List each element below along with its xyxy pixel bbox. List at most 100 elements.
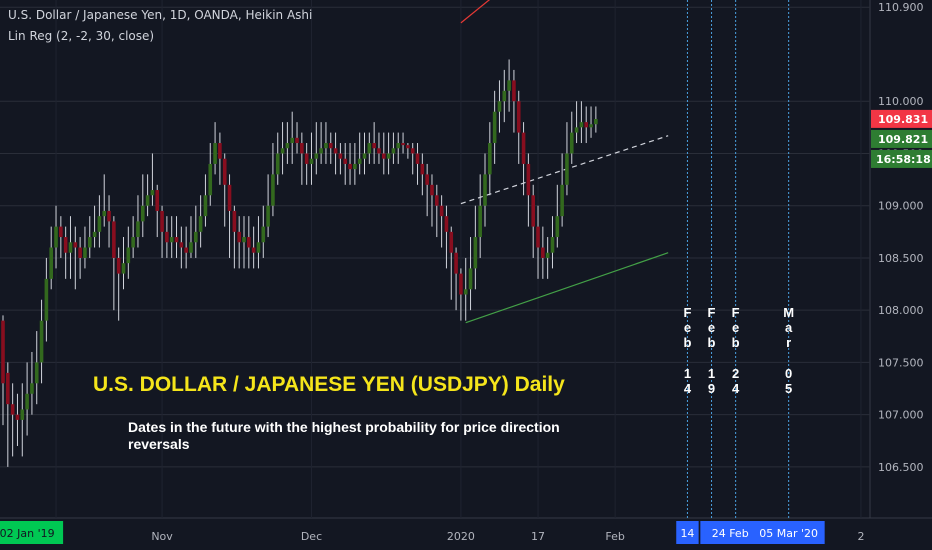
candle-body: [290, 137, 294, 144]
linreg-price-label-bg: [871, 129, 932, 148]
candle-body: [275, 153, 280, 175]
candle-body: [194, 231, 198, 243]
candle-body: [444, 216, 449, 232]
symbol-legend[interactable]: U.S. Dollar / Japanese Yen, 1D, OANDA, H…: [8, 8, 313, 22]
candle-body: [594, 119, 598, 125]
candle-body: [295, 137, 299, 144]
candle-body: [20, 409, 25, 420]
candle-body: [218, 143, 222, 159]
candle-body: [357, 158, 362, 164]
candle-body: [488, 143, 492, 175]
candle-body: [198, 216, 203, 232]
candle-body: [131, 237, 135, 248]
candle-body: [25, 393, 29, 410]
candle-body: [271, 174, 275, 206]
candle-body: [266, 205, 270, 227]
candle-body: [343, 158, 348, 164]
candle-body: [377, 148, 381, 154]
candle-body: [227, 184, 232, 211]
candle-body: [401, 143, 405, 146]
candle-body: [140, 205, 145, 222]
candle-body: [247, 237, 251, 248]
candle-body: [203, 195, 208, 217]
candle-body: [541, 247, 545, 258]
candle-body: [49, 247, 53, 279]
candle-body: [454, 252, 458, 274]
candle-body: [545, 252, 550, 258]
candle-series: [1, 59, 598, 467]
candle-body: [63, 237, 68, 253]
candle-body: [256, 242, 261, 253]
time-axis: 16NovDec202017Feb202 Jan '19141924 Feb '…: [0, 521, 864, 544]
date-tag-label: 02 Jan '19: [0, 527, 55, 540]
price-tick-label: 110.000: [878, 95, 924, 108]
candle-body: [492, 111, 497, 144]
candle-body: [6, 372, 10, 405]
linreg-channel: [460, 0, 669, 324]
candle-body: [73, 242, 78, 248]
chart-note: Dates in the future with the highest pro…: [128, 419, 560, 452]
candle-body: [362, 153, 367, 159]
candle-body: [406, 145, 410, 149]
candle-body: [39, 320, 44, 363]
candle-body: [512, 80, 516, 102]
candle-body: [420, 163, 425, 175]
candle-body: [569, 132, 574, 154]
indicator-legend[interactable]: Lin Reg (2, -2, 30, close): [8, 29, 155, 43]
candle-body: [44, 278, 49, 321]
candle-body: [565, 153, 569, 185]
candle-body: [560, 184, 564, 217]
candle-body: [54, 226, 58, 248]
candle-body: [579, 122, 584, 128]
candle-body: [112, 221, 116, 258]
time-tick-label: 17: [531, 530, 545, 543]
candle-body: [372, 143, 376, 149]
candle-body: [121, 263, 126, 274]
candle-body: [473, 237, 478, 269]
candle-body: [459, 273, 463, 295]
price-tick-label: 110.900: [878, 1, 924, 14]
price-tick-label: 108.000: [878, 304, 924, 317]
date-tag-label: 05 Mar '20: [759, 527, 818, 540]
countdown-label-bg: [871, 149, 932, 168]
date-tag-label: 14: [680, 527, 694, 540]
candle-body: [174, 237, 179, 243]
candle-body: [348, 163, 352, 170]
candle-body: [516, 101, 521, 133]
candle-body: [497, 101, 502, 112]
candle-body: [102, 210, 107, 217]
price-tick-label: 108.500: [878, 252, 924, 265]
candle-body: [584, 122, 589, 128]
candle-body: [353, 163, 357, 170]
candle-body: [155, 190, 160, 211]
candle-body: [367, 143, 372, 154]
candle-body: [526, 163, 531, 196]
candle-body: [425, 174, 429, 185]
candle-body: [468, 268, 473, 290]
candle-body: [34, 362, 39, 384]
candle-body: [145, 195, 150, 206]
candle-body: [261, 226, 266, 243]
candle-body: [439, 205, 444, 217]
time-tick-label: Nov: [151, 530, 173, 543]
candle-body: [68, 242, 73, 253]
candle-body: [222, 158, 227, 185]
candle-body: [415, 153, 420, 164]
candle-body: [574, 127, 579, 133]
candle-body: [251, 247, 256, 253]
candle-body: [333, 148, 338, 154]
candle-body: [97, 216, 102, 232]
candle-body: [126, 247, 131, 264]
price-tick-label: 106.500: [878, 461, 924, 474]
candle-body: [136, 221, 140, 238]
time-tick-label: 2020: [447, 530, 475, 543]
candle-body: [1, 320, 5, 384]
candle-body: [478, 205, 482, 238]
